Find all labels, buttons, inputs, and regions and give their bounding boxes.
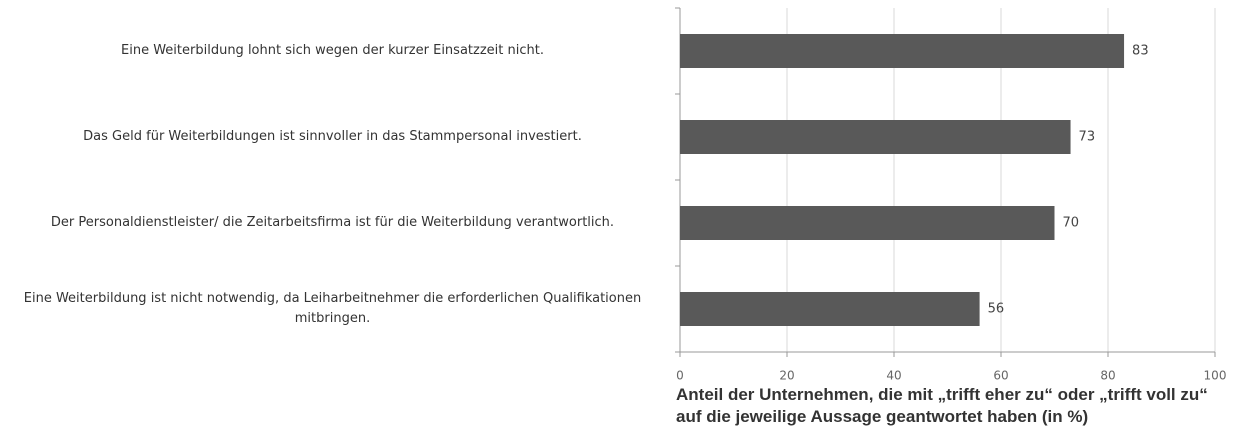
bar xyxy=(680,206,1055,240)
x-tick-label: 100 xyxy=(1204,369,1227,383)
data-label: 73 xyxy=(1079,130,1096,145)
y-tick-label: Eine Weiterbildung lohnt sich wegen der … xyxy=(121,43,544,58)
category-label-box: Der Personaldienstleister/ die Zeitarbei… xyxy=(0,193,665,253)
x-tick-label: 80 xyxy=(1100,369,1115,383)
x-tick-label: 40 xyxy=(886,369,901,383)
data-label: 70 xyxy=(1063,216,1080,231)
category-label-box: Das Geld für Weiterbildungen ist sinnvol… xyxy=(0,107,665,167)
bar xyxy=(680,34,1125,68)
x-axis-title: Anteil der Unternehmen, die mit „trifft … xyxy=(676,385,1208,426)
bar xyxy=(680,120,1071,154)
data-label: 56 xyxy=(988,302,1005,317)
y-tick-label: Das Geld für Weiterbildungen ist sinnvol… xyxy=(83,129,582,144)
x-tick-label: 20 xyxy=(779,369,794,383)
bar xyxy=(680,292,980,326)
y-tick-label: Eine Weiterbildung ist nicht notwendig, … xyxy=(23,291,642,326)
data-label: 83 xyxy=(1132,44,1149,59)
x-tick-label: 0 xyxy=(676,369,684,383)
category-label-box: Eine Weiterbildung ist nicht notwendig, … xyxy=(0,279,665,339)
category-label-box: Eine Weiterbildung lohnt sich wegen der … xyxy=(0,21,665,81)
x-tick-label: 60 xyxy=(993,369,1008,383)
y-tick-label: Der Personaldienstleister/ die Zeitarbei… xyxy=(50,215,615,230)
